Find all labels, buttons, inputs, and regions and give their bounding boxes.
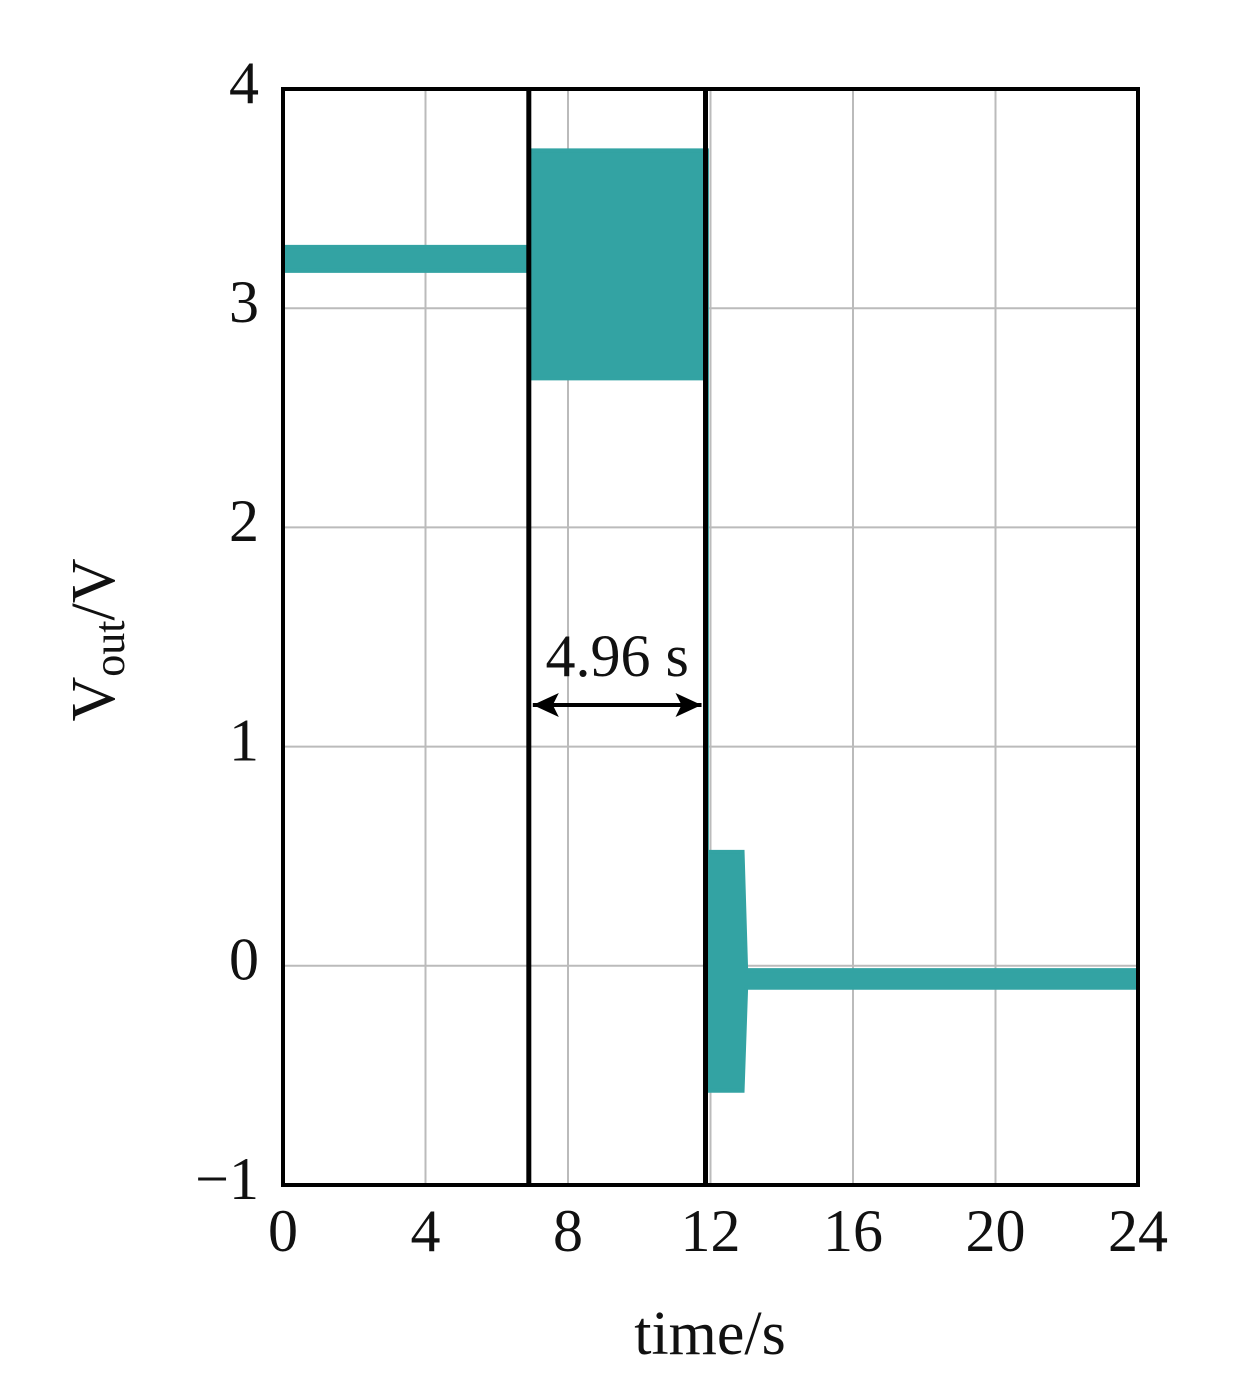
arrow-head bbox=[532, 693, 559, 717]
y-tick-label: −1 bbox=[195, 1146, 259, 1212]
y-label-sub: out bbox=[85, 620, 134, 676]
plot-frame bbox=[281, 87, 1140, 1187]
x-tick-label: 0 bbox=[268, 1198, 298, 1264]
arrow-head bbox=[675, 693, 702, 717]
x-tick-label: 20 bbox=[966, 1198, 1026, 1264]
x-tick-label: 4 bbox=[411, 1198, 441, 1264]
y-label-rest: /V bbox=[60, 558, 128, 620]
y-tick-label: 2 bbox=[229, 488, 259, 554]
x-tick-label: 12 bbox=[681, 1198, 741, 1264]
y-tick-label: 3 bbox=[229, 269, 259, 335]
y-axis-label: Vout/V bbox=[60, 558, 134, 721]
y-tick-label: 4 bbox=[229, 50, 259, 116]
x-tick-label: 16 bbox=[823, 1198, 883, 1264]
y-label-main: V bbox=[60, 677, 128, 722]
y-tick-label: 1 bbox=[229, 707, 259, 773]
y-tick-label: 0 bbox=[229, 927, 259, 993]
x-axis-label: time/s bbox=[634, 1300, 786, 1368]
x-tick-label: 24 bbox=[1108, 1198, 1168, 1264]
x-tick-label: 8 bbox=[553, 1198, 583, 1264]
annotation: 4.96 s bbox=[545, 623, 688, 689]
